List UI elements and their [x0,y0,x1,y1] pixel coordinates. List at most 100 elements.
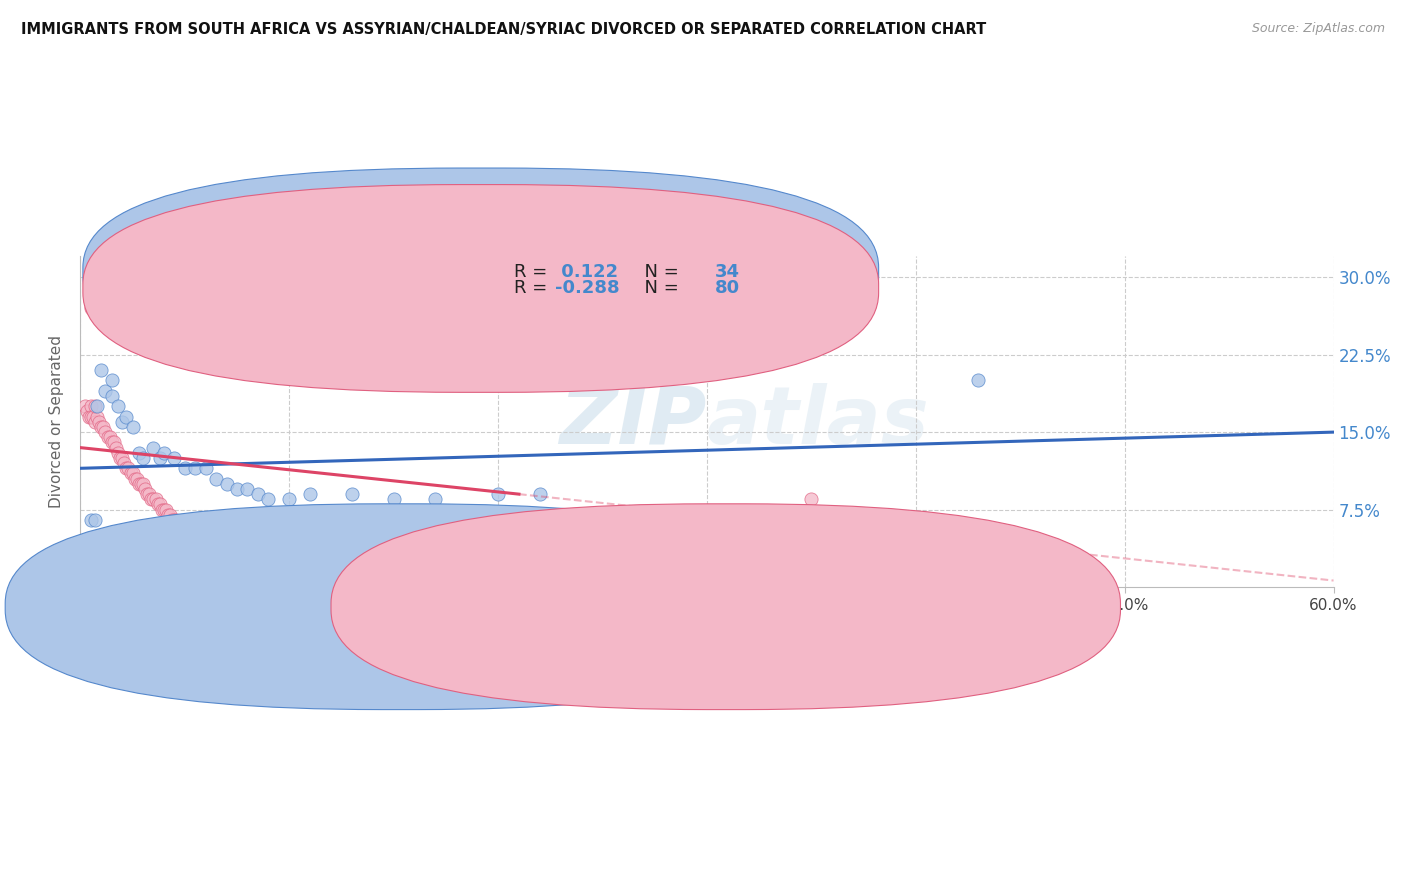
Text: ZIP: ZIP [560,383,707,461]
Text: IMMIGRANTS FROM SOUTH AFRICA VS ASSYRIAN/CHALDEAN/SYRIAC DIVORCED OR SEPARATED C: IMMIGRANTS FROM SOUTH AFRICA VS ASSYRIAN… [21,22,987,37]
Point [190,533,212,548]
Point [211,544,233,558]
Point [124,472,146,486]
Point [163,513,186,527]
FancyBboxPatch shape [330,504,1121,710]
FancyBboxPatch shape [83,168,879,376]
Point [121,420,143,434]
Point [125,472,148,486]
Text: N =: N = [633,279,685,297]
Point [104,441,127,455]
Point [323,577,346,591]
Point [529,487,551,501]
Text: Assyrians/Chaldeans/Syriacs: Assyrians/Chaldeans/Syriacs [755,599,973,614]
Point [352,578,374,592]
Point [96,430,118,444]
Point [84,513,107,527]
Point [115,409,138,424]
Point [100,389,122,403]
Point [86,409,108,424]
Point [141,492,163,507]
Point [146,498,169,512]
Point [145,492,167,507]
Point [128,476,150,491]
Text: Source: ZipAtlas.com: Source: ZipAtlas.com [1251,22,1385,36]
Text: 34: 34 [714,263,740,281]
Point [76,404,98,418]
Point [194,461,217,475]
Point [163,450,186,465]
FancyBboxPatch shape [6,504,794,710]
Text: 80: 80 [714,279,740,297]
Point [486,487,509,501]
Point [157,508,180,522]
Point [181,528,204,542]
Point [382,492,405,507]
Point [149,498,172,512]
Point [129,476,152,491]
Point [292,574,315,589]
Point [80,513,103,527]
Point [271,565,294,579]
Point [84,415,107,429]
Point [100,373,122,387]
Point [77,409,100,424]
FancyBboxPatch shape [437,260,801,301]
Point [308,577,330,591]
Point [198,539,221,553]
Point [93,420,115,434]
Point [361,578,384,592]
Point [167,518,190,533]
Point [278,570,301,584]
Point [73,399,96,413]
Point [186,528,208,542]
Point [120,467,142,481]
Point [94,384,117,398]
Point [205,472,228,486]
Point [111,450,134,465]
Point [263,565,285,579]
Point [150,502,173,516]
Y-axis label: Divorced or Separated: Divorced or Separated [49,335,65,508]
Text: R =: R = [515,263,553,281]
Point [142,441,165,455]
Point [89,415,111,429]
Point [98,430,121,444]
Text: Immigrants from South Africa: Immigrants from South Africa [429,599,655,614]
Text: -0.288: -0.288 [555,279,620,297]
Point [121,467,143,481]
Point [299,574,322,589]
Point [117,461,139,475]
Point [299,487,322,501]
Text: R =: R = [515,279,553,297]
Point [132,476,155,491]
Point [132,450,155,465]
Point [107,399,129,413]
Point [100,435,122,450]
Point [162,513,184,527]
Text: 0.122: 0.122 [555,263,619,281]
Point [236,482,259,496]
Point [194,533,217,548]
Point [84,399,107,413]
Point [80,399,103,413]
FancyBboxPatch shape [83,185,879,392]
Point [228,549,250,564]
Point [249,559,271,574]
Point [332,578,354,592]
Point [90,363,112,377]
Point [315,577,337,591]
Point [86,399,108,413]
Point [159,508,181,522]
Point [134,482,156,496]
Point [177,524,200,538]
Point [173,524,195,538]
Point [257,559,280,574]
Point [108,450,131,465]
Text: atlas: atlas [707,383,929,461]
Point [184,461,207,475]
Point [153,502,176,516]
Point [149,450,172,465]
Point [138,487,160,501]
Point [967,373,990,387]
